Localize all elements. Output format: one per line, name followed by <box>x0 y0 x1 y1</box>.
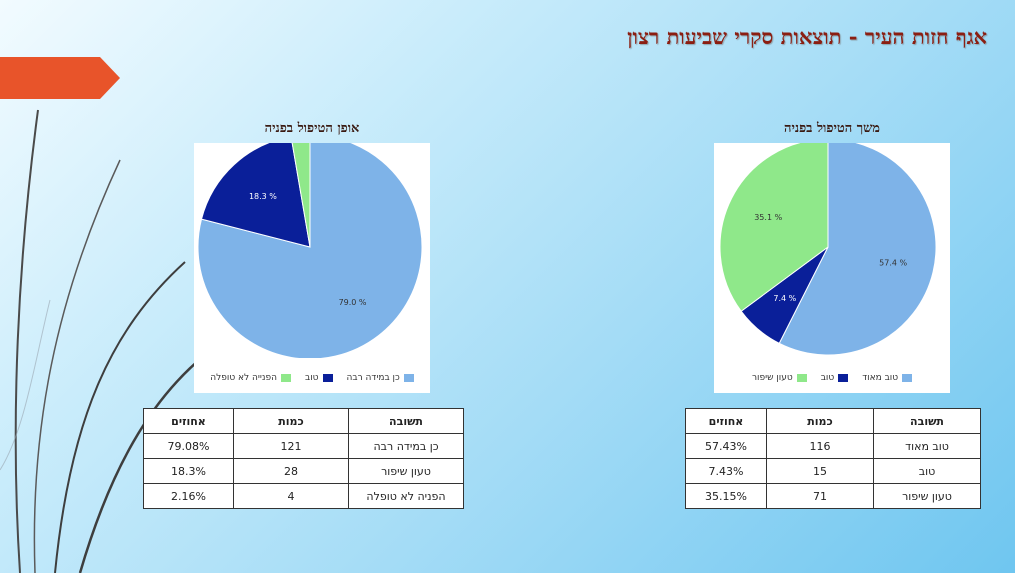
pie-slice <box>197 143 423 358</box>
table-row: טוב 15 7.43% <box>685 458 981 484</box>
table-cell: 28 <box>233 458 349 484</box>
legend-item: טוב <box>305 373 333 383</box>
table-cell: 116 <box>766 433 874 459</box>
legend-label: טוב <box>305 373 319 383</box>
decorative-curves <box>0 109 206 573</box>
legend-item: טעון שיפור <box>752 373 807 383</box>
legend-label: טוב <box>820 373 835 383</box>
legend-item: כן במידה רבה <box>347 373 414 383</box>
table-header-row: תשובה כמות אחוזים <box>143 408 464 434</box>
table-cell: כן במידה רבה <box>348 433 464 459</box>
pie-slice <box>200 143 311 248</box>
table-header-cell: אחוזים <box>143 408 234 434</box>
table-cell: 57.43% <box>685 433 767 459</box>
table-cell: טעון שיפור <box>348 458 464 484</box>
left-data-table: תשובה כמות אחוזים כן במידה רבה 121 79.08… <box>143 408 464 509</box>
left-pie-chart: 79.0 % 18.3 % כן במידה רבה טוב הפנייה לא … <box>194 143 430 393</box>
table-row: טעון שיפור 71 35.15% <box>685 483 981 509</box>
table-header-cell: אחוזים <box>685 408 767 434</box>
legend-item: הפנייה לא טופלה <box>210 373 292 383</box>
table-cell: 7.43% <box>685 458 767 484</box>
left-chart-legend: כן במידה רבה טוב הפנייה לא טופלה <box>194 373 430 383</box>
right-chart-title: משך הטיפול בפניה <box>783 121 880 136</box>
table-row: כן במידה רבה 121 79.08% <box>143 433 464 459</box>
table-cell: 71 <box>766 483 874 509</box>
legend-item: טוב <box>821 373 849 383</box>
table-cell: 4 <box>233 483 349 509</box>
table-row: הפניה לא טופלה 4 2.16% <box>143 483 464 509</box>
pie-data-label: 18.3 % <box>249 192 277 201</box>
left-chart-title: אופן הטיפול בפניה <box>264 121 360 136</box>
table-cell: 2.16% <box>143 483 234 509</box>
right-data-table: תשובה כמות אחוזים טוב מאוד 116 57.43% טו… <box>685 408 981 509</box>
pie-slice <box>719 143 829 312</box>
right-pie-chart: 57.4 % 7.4 % 35.1 % טוב מאוד טוב טעון שיפו… <box>714 143 950 393</box>
table-row: טעון שיפור 28 18.3% <box>143 458 464 484</box>
table-cell: הפניה לא טופלה <box>348 483 464 509</box>
slide-title: אגף חזות העיר - תוצאות סקרי שביעות רצון <box>627 24 987 49</box>
table-header-cell: תשובה <box>873 408 981 434</box>
legend-label: הפנייה לא טופלה <box>210 373 278 383</box>
legend-swatch <box>902 374 913 382</box>
table-cell: 15 <box>766 458 874 484</box>
pie-data-label: 79.0 % <box>339 298 367 307</box>
table-header-cell: כמות <box>766 408 874 434</box>
table-header-cell: כמות <box>233 408 349 434</box>
legend-swatch <box>796 374 807 382</box>
table-cell: 121 <box>233 433 349 459</box>
legend-swatch <box>322 374 333 382</box>
table-cell: טוב מאוד <box>873 433 981 459</box>
left-pie-svg: 79.0 % 18.3 % <box>197 143 423 358</box>
table-cell: טוב <box>873 458 981 484</box>
table-header-cell: תשובה <box>348 408 464 434</box>
pie-slice <box>291 143 311 248</box>
table-header-row: תשובה כמות אחוזים <box>685 408 981 434</box>
table-cell: 35.15% <box>685 483 767 509</box>
legend-label: טוב מאוד <box>862 373 899 383</box>
legend-item: טוב מאוד <box>862 373 913 383</box>
table-cell: 79.08% <box>143 433 234 459</box>
pie-slice <box>778 143 937 356</box>
pie-data-label: 7.4 % <box>773 294 796 303</box>
pie-data-label: 57.4 % <box>879 259 907 268</box>
legend-swatch <box>403 374 414 382</box>
table-row: טוב מאוד 116 57.43% <box>685 433 981 459</box>
legend-swatch <box>281 374 292 382</box>
right-pie-svg: 57.4 % 7.4 % 35.1 % <box>719 143 937 356</box>
right-chart-legend: טוב מאוד טוב טעון שיפור <box>714 373 950 383</box>
pie-data-label: 35.1 % <box>754 213 782 222</box>
legend-label: כן במידה רבה <box>346 373 400 383</box>
accent-arrow-shape <box>0 57 120 99</box>
table-cell: טעון שיפור <box>873 483 981 509</box>
table-cell: 18.3% <box>143 458 234 484</box>
legend-label: טעון שיפור <box>751 373 793 383</box>
legend-swatch <box>838 374 849 382</box>
